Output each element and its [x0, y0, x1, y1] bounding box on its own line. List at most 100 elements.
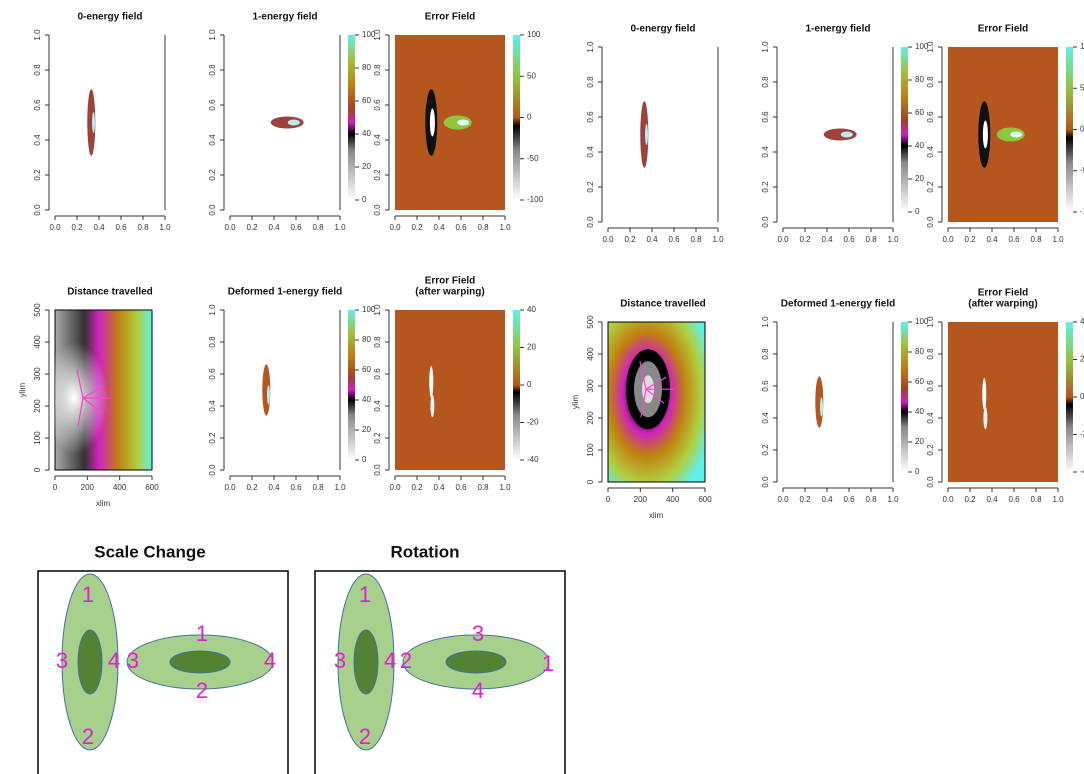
colorbar-label: -40	[1080, 467, 1084, 476]
y-tick-label: 0.4	[586, 146, 595, 158]
y-tick-label: 0.0	[373, 464, 382, 476]
diagram-title: Scale Change	[94, 542, 206, 561]
distance-core	[55, 310, 152, 470]
y-axis-label: ylim	[571, 395, 580, 410]
ellipse-core	[354, 630, 378, 694]
diagram-rotation: Rotation	[315, 542, 565, 774]
x-tick-label: 600	[698, 495, 712, 504]
blob	[430, 109, 435, 137]
y-tick-label: 0.8	[208, 336, 217, 348]
colorbar-label: 0	[915, 467, 920, 476]
y-tick-label: 0.2	[586, 181, 595, 193]
colorbar-label: 40	[362, 395, 371, 404]
y-tick-label: 0.2	[373, 432, 382, 444]
panel-title: 0-energy field	[77, 12, 142, 23]
x-tick-label: 1.0	[1052, 235, 1064, 244]
x-tick-label: 1.0	[334, 223, 346, 232]
x-tick-label: 0.6	[455, 483, 467, 492]
point-label: 4	[384, 648, 396, 673]
y-tick-label: 1.0	[373, 29, 382, 41]
point-label: 3	[56, 648, 68, 673]
y-tick-label: 0.0	[586, 216, 595, 228]
blob	[841, 132, 853, 138]
x-tick-label: 0.0	[942, 495, 954, 504]
colorbar-label: -50	[527, 154, 539, 163]
x-tick-label: 0.2	[411, 483, 423, 492]
y-tick-label: 0.4	[926, 412, 935, 424]
x-tick-label: 1.0	[159, 223, 171, 232]
point-label: 2	[82, 724, 94, 749]
x-tick-label: 0.4	[821, 495, 833, 504]
x-tick-label: 0.4	[93, 223, 105, 232]
x-tick-label: 0.6	[290, 483, 302, 492]
x-tick-label: 1.0	[712, 235, 724, 244]
y-tick-label: 0.6	[373, 368, 382, 380]
y-tick-label: 0.8	[373, 64, 382, 76]
colorbar-label: 20	[362, 425, 371, 434]
point-label: 2	[400, 648, 412, 673]
x-tick-label: 0.0	[602, 235, 614, 244]
colorbar-label: -50	[1080, 166, 1084, 175]
point-label: 4	[264, 648, 276, 673]
colorbar-label: 60	[362, 365, 371, 374]
x-tick-label: 0.6	[843, 495, 855, 504]
point-label: 1	[359, 582, 371, 607]
point-label: 1	[82, 582, 94, 607]
blob	[983, 121, 988, 149]
y-tick-label: 100	[33, 431, 42, 445]
x-tick-label: 0	[53, 483, 58, 492]
colorbar-label: 20	[527, 343, 536, 352]
panel-title: (after warping)	[415, 287, 484, 298]
x-tick-label: 600	[145, 483, 159, 492]
colorbar-label: 20	[915, 437, 924, 446]
y-tick-label: 300	[33, 367, 42, 381]
x-tick-label: 0.2	[624, 235, 636, 244]
y-tick-label: 1.0	[761, 316, 770, 328]
blob	[267, 385, 270, 404]
panel-title: Deformed 1-energy field	[781, 299, 895, 310]
x-tick-label: 0.6	[1008, 235, 1020, 244]
x-tick-label: 0.8	[1030, 235, 1042, 244]
x-tick-label: 0.8	[477, 223, 489, 232]
x-tick-label: 0.4	[986, 495, 998, 504]
colorbar-label: -100	[1080, 207, 1084, 216]
x-tick-label: 200	[81, 483, 95, 492]
y-tick-label: 1.0	[208, 29, 217, 41]
colorbar-label: 0	[1080, 392, 1084, 401]
y-axis-label: ylim	[18, 383, 27, 398]
y-tick-label: 0.8	[208, 64, 217, 76]
y-tick-label: 1.0	[208, 304, 217, 316]
y-tick-label: 0.0	[761, 476, 770, 488]
y-tick-label: 0.8	[761, 76, 770, 88]
panel-title: Error Field	[978, 288, 1029, 299]
colorbar	[513, 310, 520, 460]
x-tick-label: 0.8	[865, 495, 877, 504]
y-tick-label: 1.0	[373, 304, 382, 316]
x-tick-label: 0.4	[433, 483, 445, 492]
panel-title: Error Field	[425, 276, 476, 287]
blob	[820, 397, 823, 416]
y-tick-label: 0.4	[373, 400, 382, 412]
colorbar	[348, 35, 355, 200]
colorbar-label: -20	[527, 418, 539, 427]
x-tick-label: 0.8	[1030, 495, 1042, 504]
x-tick-label: 1.0	[499, 483, 511, 492]
colorbar-label: 100	[527, 30, 541, 39]
colorbar-label: -100	[527, 195, 544, 204]
x-tick-label: 0.2	[246, 483, 258, 492]
y-tick-label: 0.6	[208, 368, 217, 380]
point-label: 3	[472, 621, 484, 646]
panel-title: Distance travelled	[620, 299, 706, 310]
x-tick-label: 0.0	[224, 223, 236, 232]
x-tick-label: 0.8	[312, 223, 324, 232]
x-tick-label: 400	[666, 495, 680, 504]
x-tick-label: 1.0	[334, 483, 346, 492]
point-label: 2	[359, 724, 371, 749]
y-tick-label: 0.6	[586, 111, 595, 123]
blob	[982, 378, 986, 410]
y-tick-label: 400	[586, 347, 595, 361]
y-tick-label: 1.0	[33, 29, 42, 41]
colorbar-label: 0	[527, 113, 532, 122]
x-tick-label: 0.4	[433, 223, 445, 232]
colorbar-label: 80	[362, 63, 371, 72]
